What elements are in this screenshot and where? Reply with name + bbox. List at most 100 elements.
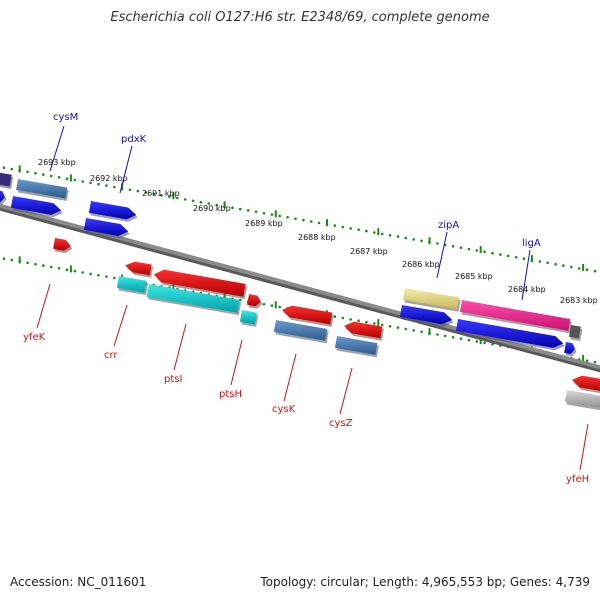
scale-dot — [199, 200, 203, 204]
scale-dot — [113, 276, 116, 280]
scale-dot — [475, 340, 479, 343]
gene-label-yfek: yfeK — [23, 332, 46, 343]
scale-dot — [65, 268, 69, 272]
scale-dot — [81, 180, 84, 183]
scale-dot — [357, 319, 360, 323]
scale-dot — [373, 322, 376, 325]
scale-dot — [365, 320, 368, 324]
scale-dot — [451, 336, 455, 339]
feature-blue-e — [564, 342, 575, 354]
scale-dot — [467, 338, 471, 342]
label-leader — [436, 231, 448, 279]
scale-dot — [49, 174, 53, 178]
scale-dot — [467, 247, 471, 251]
scale-dot — [42, 173, 45, 176]
scale-dot — [585, 268, 589, 272]
feature-blue-d — [455, 319, 564, 348]
scale-dot — [302, 218, 305, 222]
scale-dot — [349, 318, 353, 321]
scale-dot — [81, 271, 84, 274]
feature-red-d — [572, 375, 600, 391]
feature-blue-a — [10, 196, 62, 215]
scale-label: 2691 kbp — [142, 189, 180, 198]
scale-dot — [278, 305, 282, 309]
scale-dot — [388, 234, 392, 237]
label-leader — [579, 423, 589, 471]
scale-dot — [522, 257, 526, 261]
feature-blue-c — [399, 305, 453, 325]
scale-dot — [113, 185, 116, 189]
scale-dot — [26, 261, 29, 265]
scale-dot — [436, 333, 439, 336]
label-leader — [339, 367, 353, 415]
feature-liga — [459, 300, 571, 331]
scale-dot — [215, 203, 218, 207]
scale-dot — [396, 326, 400, 329]
scale-dot — [294, 217, 297, 220]
scale-dot — [317, 221, 321, 225]
label-leader — [521, 249, 531, 301]
scale-dot — [2, 166, 6, 169]
gene-label-cysz: cysZ — [329, 418, 353, 429]
scale-dot — [89, 272, 92, 276]
label-leader — [113, 304, 128, 347]
scale-dot — [514, 255, 518, 259]
scale-dot — [507, 254, 510, 258]
scale-dot — [160, 194, 163, 197]
scale-dot — [278, 214, 282, 218]
gene-label-pdxk: pdxK — [121, 134, 147, 145]
scale-dot — [183, 198, 187, 201]
scale-dot — [593, 360, 597, 364]
scale-dot — [152, 192, 155, 196]
scale-dot — [128, 188, 132, 192]
scale-dot — [459, 337, 463, 341]
scale-dot — [286, 216, 289, 219]
feature-yfeh — [564, 390, 600, 408]
scale-dot — [10, 258, 14, 262]
scale-dot — [459, 246, 463, 249]
feature-red-a — [125, 261, 152, 276]
gene-label-zipa: zipA — [438, 220, 459, 231]
scale-dot — [451, 245, 455, 248]
scale-dot — [191, 199, 195, 203]
scale-dot — [349, 227, 353, 230]
scale-label: 2692 kbp — [90, 174, 128, 183]
accession-label: Accession: NC_011601 — [10, 575, 147, 589]
feature-blue-edge — [0, 190, 5, 202]
feature-cysz — [334, 336, 378, 355]
gene-label-ptsh: ptsH — [219, 389, 242, 400]
scale-dot — [333, 224, 337, 227]
scale-label: 2693 kbp — [38, 158, 76, 167]
scale-dot — [10, 167, 14, 171]
scale-dot — [546, 261, 549, 265]
scale-dot — [262, 211, 266, 215]
feature-yfek — [53, 238, 71, 251]
scale-dot — [499, 253, 502, 256]
scale-label: 2684 kbp — [508, 285, 546, 294]
scale-dot — [89, 181, 92, 185]
scale-dot — [341, 225, 345, 229]
scale-dot — [57, 176, 61, 179]
feature-cysk — [273, 320, 328, 341]
scale-label: 2685 kbp — [455, 272, 493, 281]
scale-dot — [420, 239, 423, 243]
gene-label-cysk: cysK — [272, 404, 296, 415]
gene-label-liga: ligA — [522, 238, 541, 249]
scale-dot — [2, 257, 6, 261]
scale-dot — [176, 196, 179, 200]
gene-label-yfeh: yfeH — [566, 474, 589, 485]
scale-dot — [373, 231, 376, 234]
scale-dot — [388, 325, 392, 328]
scale-labels: 2693 kbp 2692 kbp 2691 kbp 2690 kbp 2689… — [38, 158, 598, 305]
scale-dot — [570, 265, 573, 269]
gene-label-cysm: cysM — [53, 112, 78, 123]
scale-dot — [105, 184, 108, 187]
label-leader — [173, 323, 187, 371]
scale-dot — [491, 251, 494, 255]
scale-dot — [357, 228, 360, 231]
label-leader — [119, 145, 133, 194]
gene-label-ptsi: ptsI — [164, 374, 182, 385]
scale-dot — [144, 191, 148, 194]
scale-label: 2686 kbp — [402, 260, 440, 269]
scale-dot — [57, 267, 61, 270]
